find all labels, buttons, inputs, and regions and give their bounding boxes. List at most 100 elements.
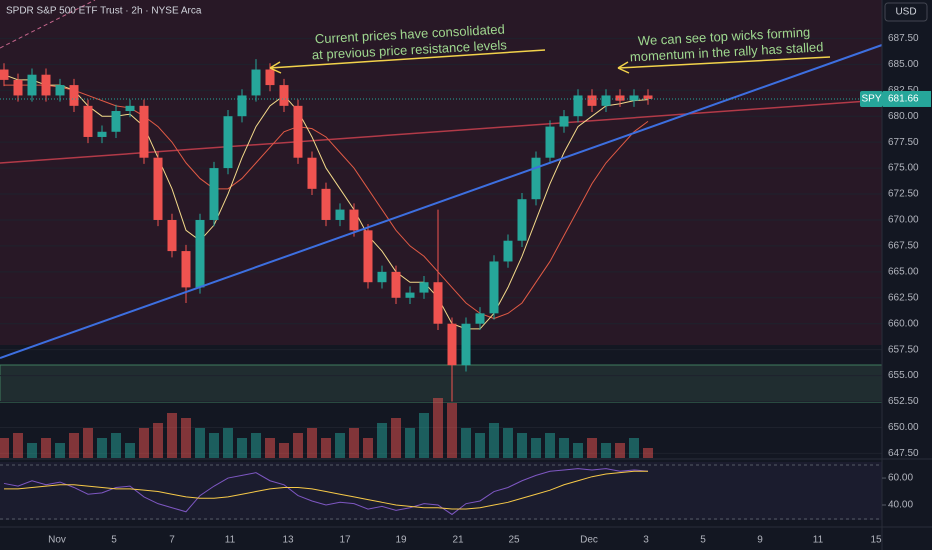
y-tick-label: 652.50 [888,396,919,407]
candle-body [321,188,331,220]
x-tick-label: 9 [757,535,763,546]
volume-bar [111,433,121,458]
candle-body [265,69,275,86]
x-tick-label: 11 [225,535,236,546]
candle-body [377,271,387,283]
x-tick-label: 15 [870,535,882,546]
axis: 647.50 650.00 652.50 655.00 657.50 660.00 662.… [0,33,931,546]
candle-body [643,95,653,99]
volume-bar [517,433,527,458]
candle-body [97,131,107,137]
candle-body [153,157,163,220]
currency-button[interactable] [884,2,928,22]
volume-bar [615,443,625,458]
volume-bar [167,413,177,458]
candle-body [69,85,79,106]
rsi-band [0,462,882,520]
x-tick-label: 21 [452,535,464,546]
candle-body [139,105,149,158]
volume-bar [419,413,429,458]
volume-bar [321,438,331,458]
candle-body [223,116,233,169]
candle-body [517,199,527,241]
candle-body [111,111,121,132]
volume [0,398,653,458]
y-tick-label: 687.50 [888,33,919,44]
volume-bar [13,433,23,458]
candle-body [475,313,485,324]
candle-body [559,116,569,127]
volume-bar [489,423,499,458]
volume-bar [545,433,555,458]
x-tick-label: 5 [111,535,117,546]
currency[interactable]: USD [895,7,916,18]
rsi-tick-label: 60.00 [888,473,913,484]
volume-bar [559,438,569,458]
candle-body [195,219,205,288]
volume-bar [643,448,653,458]
candle-body [279,85,289,106]
candle-body [13,79,23,96]
candle-body [167,219,177,252]
candle-body [349,209,359,231]
y-tick-label: 662.50 [888,292,919,303]
volume-bar [41,438,51,458]
y-tick-label: 685.00 [888,59,919,70]
volume-bar [349,428,359,458]
candle-body [181,251,191,288]
x-tick-label: Dec [580,535,598,546]
candle-body [447,323,457,366]
grid [0,37,882,454]
y-tick-label: 680.00 [888,111,919,122]
candle-body [0,69,9,80]
volume-bar [293,433,303,458]
candle-body [237,95,247,117]
volume-bar [503,428,513,458]
volume-bar [125,443,135,458]
volume-bar [195,428,205,458]
candle-body [615,95,625,101]
volume-bar [265,438,275,458]
candle-body [601,95,611,106]
rsi-tick-label: 40.00 [888,500,913,511]
price-tag [883,90,931,107]
rsi-line [3,468,649,516]
candle-body [293,105,303,158]
candle-body [41,74,51,96]
candle-body [587,95,597,106]
volume-bar [153,423,163,458]
chart-title: SPDR S&P 500 ETF Trust · 2h · NYSE Arca [6,6,202,17]
volume-bar [181,418,191,458]
candle-body [209,168,219,220]
volume-bar [307,428,317,458]
volume-bar [83,428,93,458]
volume-bar [531,438,541,458]
arrow-head [269,61,282,74]
y-tick-label: 670.00 [888,215,919,226]
arrow-line [269,49,546,69]
x-tick-label: 11 [813,535,824,546]
x-tick-label: 19 [395,535,407,546]
x-tick-label: 7 [169,535,175,546]
blue-trendline [0,44,883,359]
volume-bar [363,438,373,458]
symbol-tag [860,90,883,107]
y-tick-label: 677.50 [888,137,919,148]
candle-body [433,282,443,324]
volume-bar [279,443,289,458]
moving-averages [3,74,649,330]
symbol-label: SPY [861,94,881,105]
candle-body [363,230,373,283]
y-tick-label: 657.50 [888,344,919,355]
rsi-ma-line [4,470,648,510]
ma-slow-line [4,84,649,320]
volume-bar [629,438,639,458]
candle-body [461,323,471,366]
volume-bar [405,428,415,458]
candles [0,59,653,402]
support-zone [0,364,883,403]
volume-bar [55,443,65,458]
volume-bar [251,433,261,458]
